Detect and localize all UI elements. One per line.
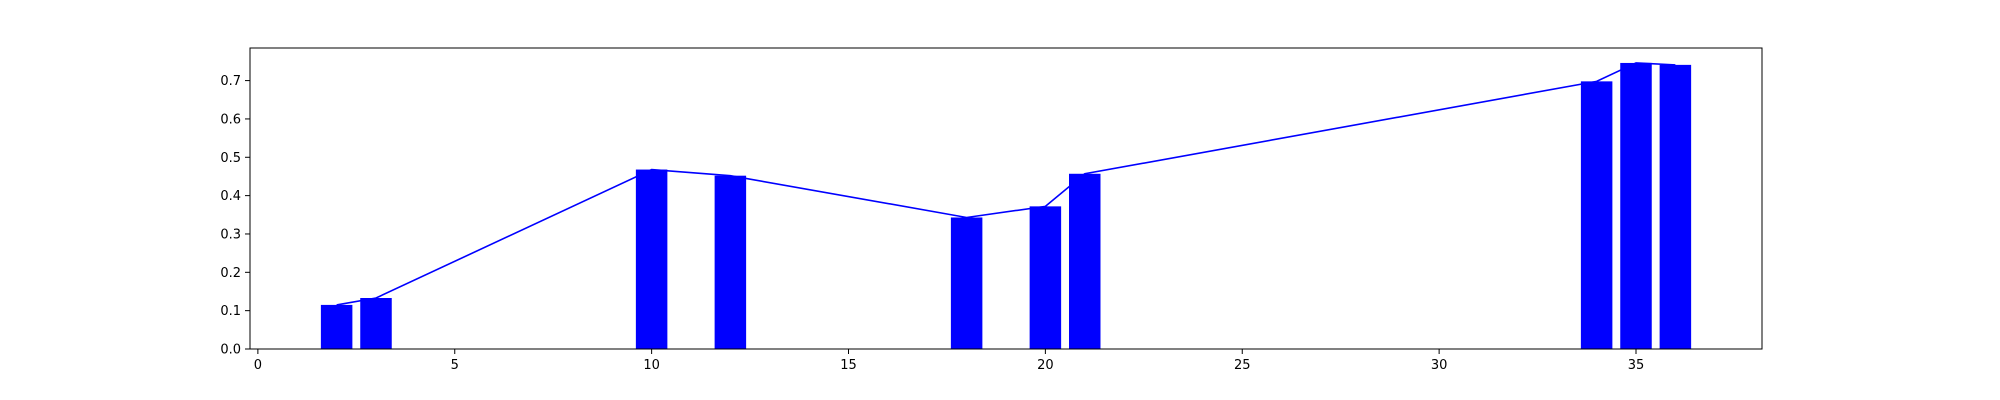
y-tick-label-2: 0.2	[220, 266, 241, 281]
axes-layer: 0 5 10 15 20 25 30 35 0.0 0.1 0.2 0.3 0.4 0.5 0.6 0.7	[220, 47, 1763, 373]
bar-5	[1029, 206, 1062, 349]
series-line	[336, 62, 1676, 306]
bar-3	[714, 175, 747, 349]
y-tick-label-0: 0.0	[220, 343, 241, 358]
line-layer	[336, 62, 1676, 306]
y-tick-label-5: 0.5	[220, 151, 241, 166]
bars-layer	[320, 62, 1692, 350]
bar-0	[320, 304, 353, 349]
bar-7	[1580, 81, 1613, 350]
bar-8	[1620, 62, 1652, 349]
x-tick-label-2: 10	[643, 358, 660, 373]
y-tick-label-3: 0.3	[220, 227, 241, 242]
x-tick-label-3: 15	[840, 358, 857, 373]
bar-6	[1069, 173, 1101, 349]
y-tick-label-7: 0.7	[220, 74, 241, 89]
x-tick-label-4: 20	[1037, 358, 1054, 373]
y-tick-label-1: 0.1	[220, 304, 241, 319]
x-tick-label-0: 0	[254, 358, 262, 373]
bar-1	[360, 298, 392, 349]
bar-4	[950, 217, 983, 349]
x-tick-label-5: 25	[1234, 358, 1251, 373]
bar-9	[1659, 64, 1692, 350]
bar-2	[635, 169, 668, 349]
x-tick-label-1: 5	[451, 358, 459, 373]
plot-frame	[249, 47, 1763, 350]
x-tick-label-6: 30	[1431, 358, 1448, 373]
y-tick-label-6: 0.6	[220, 112, 241, 127]
x-tick-label-7: 35	[1628, 358, 1645, 373]
y-tick-label-4: 0.4	[220, 189, 241, 204]
